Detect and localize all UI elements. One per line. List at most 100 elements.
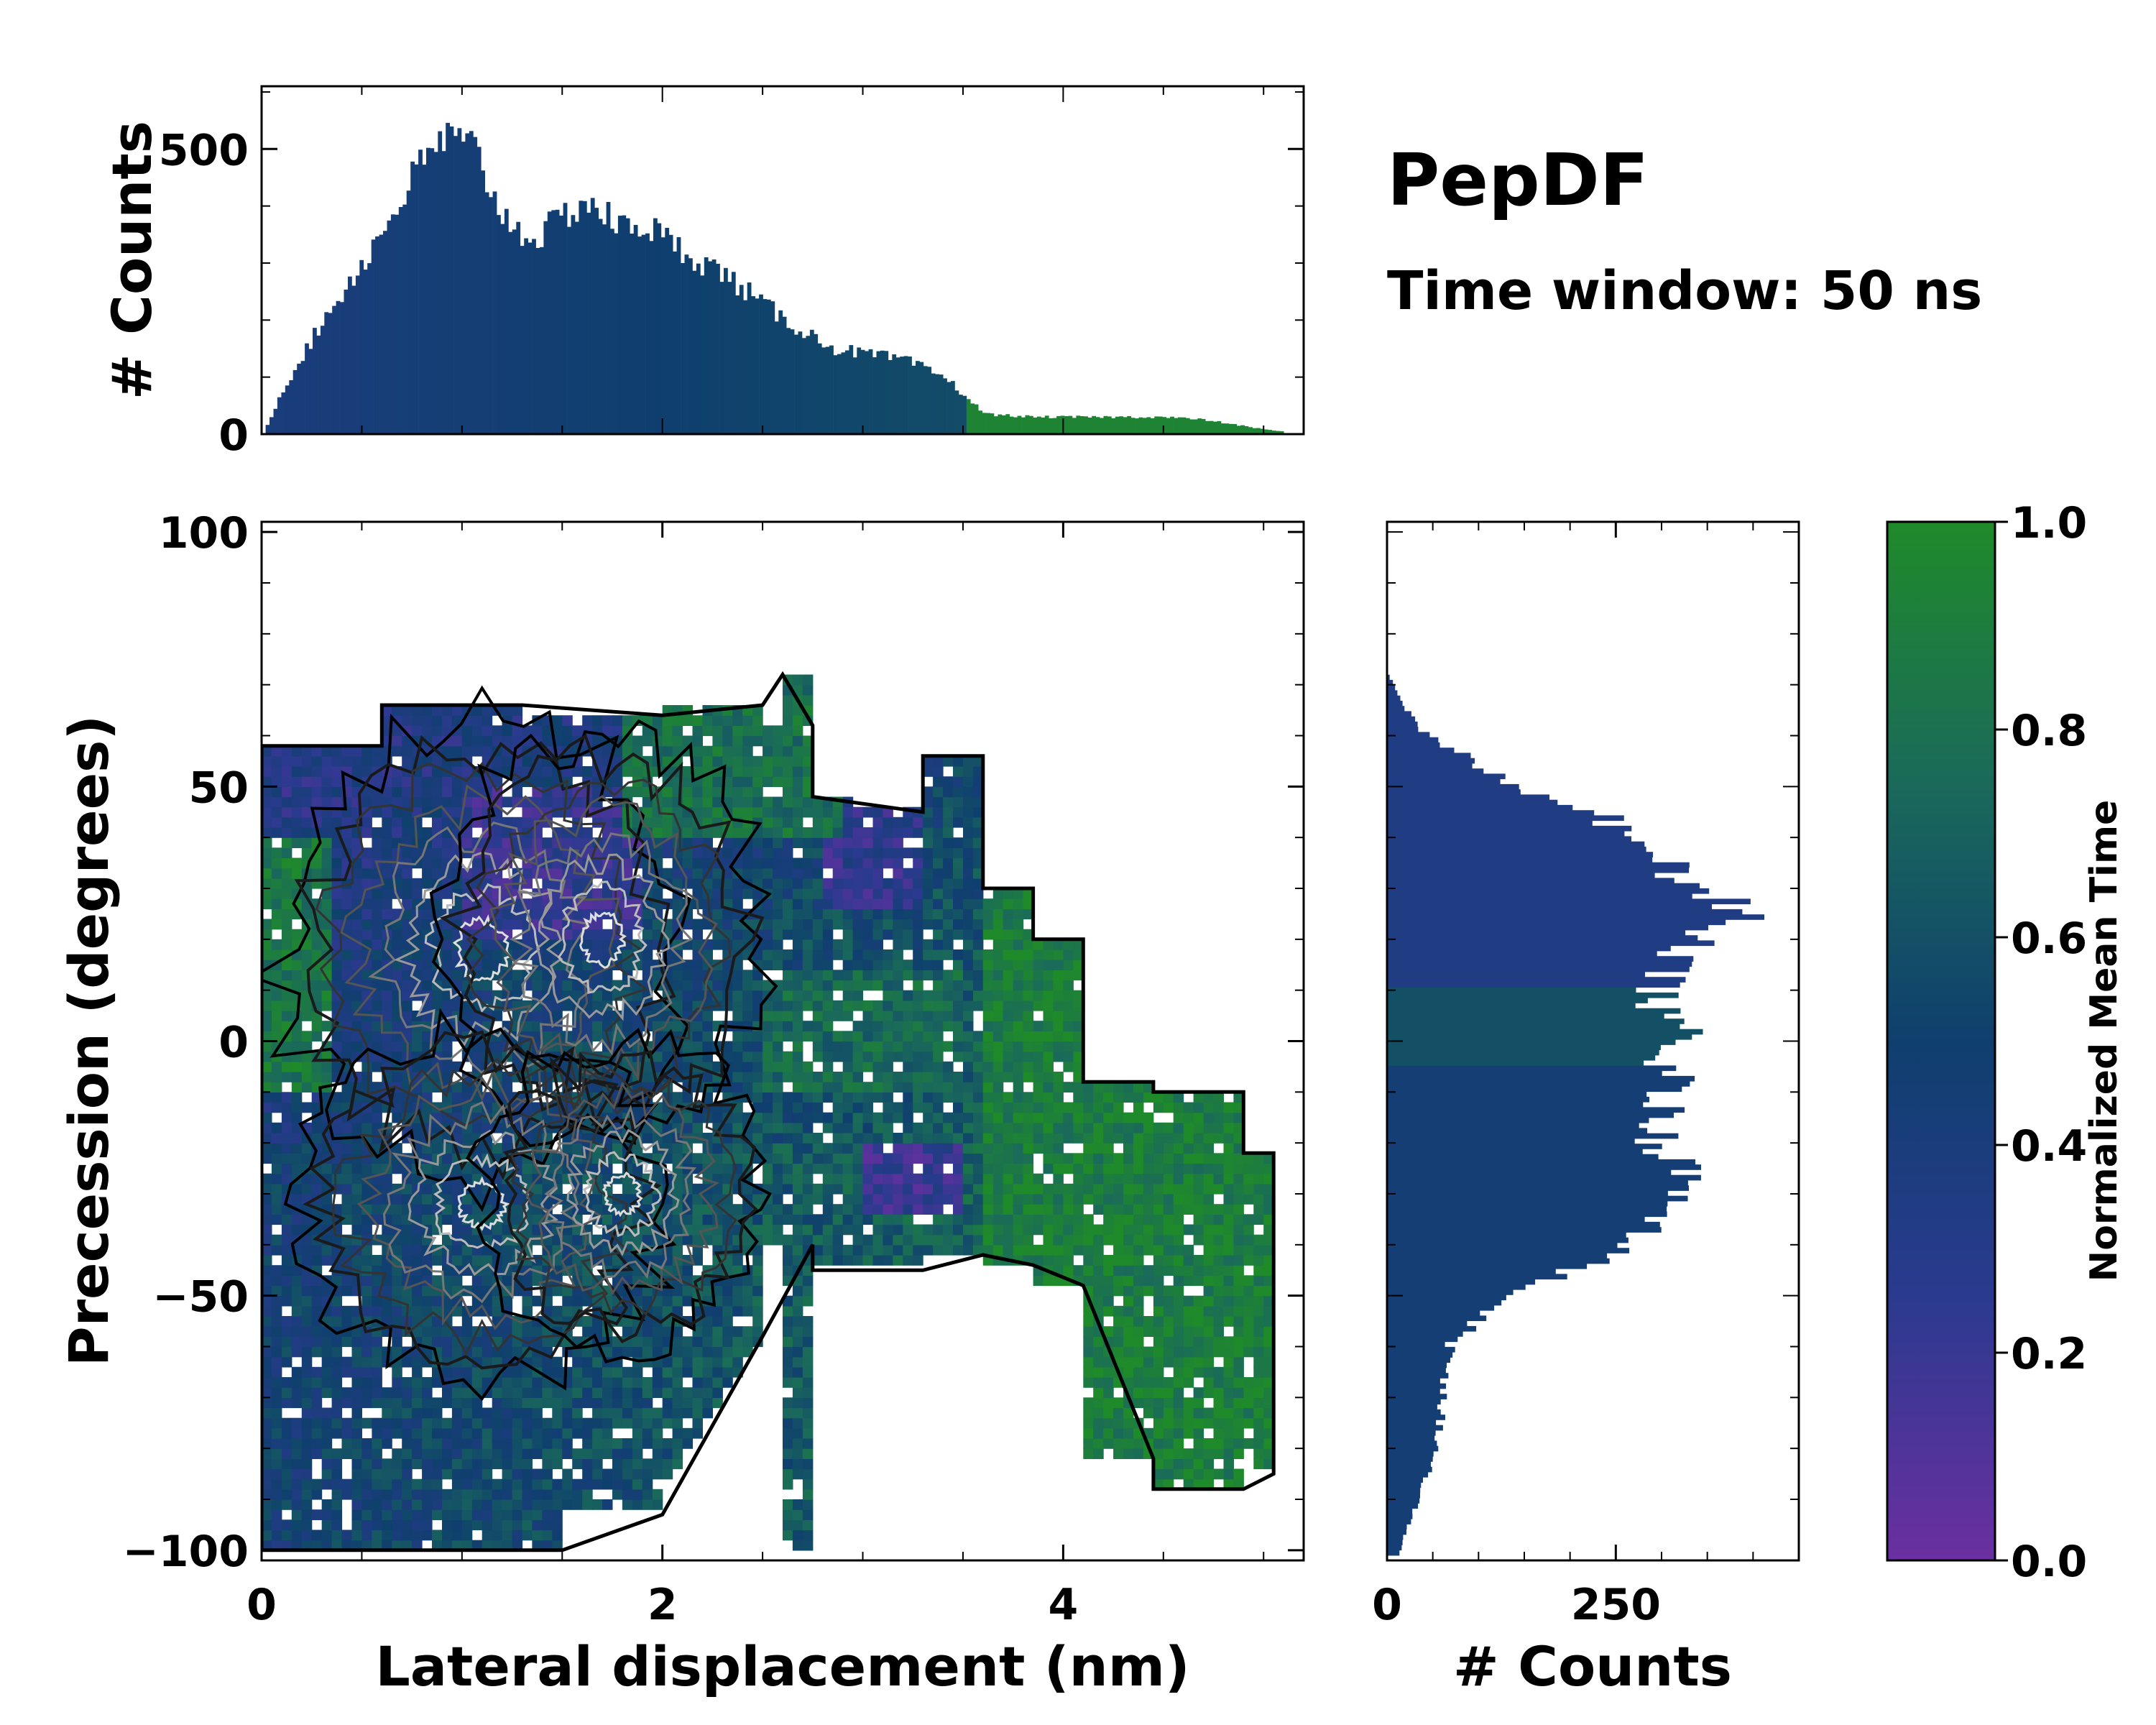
heatmap-cell — [862, 970, 873, 981]
heatmap-cell — [382, 1438, 392, 1449]
heatmap-cell — [742, 1031, 753, 1042]
heatmap-cell — [451, 1468, 463, 1480]
heatmap-cell — [392, 837, 402, 848]
heatmap-cell — [301, 1366, 313, 1378]
heatmap-cell — [422, 1377, 433, 1388]
heatmap-cell — [612, 1366, 623, 1378]
heatmap-cell — [442, 1346, 453, 1358]
heatmap-cell — [732, 827, 743, 838]
heatmap-cell — [532, 1377, 543, 1388]
heatmap-cell — [662, 816, 673, 828]
heatmap-cell — [502, 1397, 513, 1409]
heatmap-cell — [402, 725, 413, 737]
heatmap-cell — [542, 1031, 553, 1042]
heatmap-cell — [351, 1519, 362, 1531]
heatmap-cell — [361, 868, 372, 879]
heatmap-cell — [331, 888, 343, 899]
heatmap-cell — [512, 1417, 523, 1429]
heatmap-cell — [471, 878, 483, 889]
heatmap-cell — [933, 1204, 944, 1215]
heatmap-cell — [281, 1519, 292, 1531]
heatmap-cell — [903, 1122, 913, 1133]
heatmap-cell — [402, 1468, 413, 1480]
heatmap-cell — [461, 1540, 473, 1551]
top-histogram-bar — [414, 164, 419, 435]
heatmap-cell — [552, 1265, 563, 1276]
heatmap-cell — [471, 796, 483, 808]
heatmap-cell — [331, 1509, 343, 1520]
heatmap-cell — [792, 980, 803, 991]
heatmap-cell — [923, 1173, 934, 1184]
heatmap-cell — [492, 1427, 503, 1439]
heatmap-cell — [271, 847, 282, 859]
heatmap-cell — [832, 1072, 844, 1082]
heatmap-cell — [291, 1275, 303, 1287]
heatmap-cell — [262, 806, 272, 818]
heatmap-cell — [783, 949, 793, 960]
heatmap-cell — [842, 1011, 854, 1021]
heatmap-cell — [331, 816, 343, 828]
heatmap-cell — [291, 1489, 303, 1500]
heatmap-cell — [872, 837, 883, 848]
heatmap-cell — [862, 1255, 873, 1266]
heatmap-cell — [802, 1427, 814, 1439]
heatmap-cell — [372, 1499, 382, 1510]
heatmap-cell — [532, 1356, 543, 1368]
heatmap-cell — [291, 1397, 303, 1409]
heatmap-cell — [331, 1061, 343, 1072]
heatmap-cell — [872, 868, 883, 879]
heatmap-cell — [492, 1540, 503, 1551]
heatmap-cell — [461, 847, 473, 859]
heatmap-cell — [752, 1224, 763, 1236]
heatmap-cell — [832, 1051, 844, 1062]
heatmap-cell — [291, 1448, 303, 1459]
heatmap-cell — [301, 806, 313, 818]
heatmap-cell — [832, 1183, 844, 1195]
heatmap-cell — [442, 1458, 453, 1470]
heatmap-cell — [792, 1397, 803, 1409]
heatmap-cell — [692, 1417, 703, 1429]
heatmap-cell — [692, 1356, 703, 1368]
heatmap-cell — [933, 1244, 944, 1256]
heatmap-cell — [552, 898, 563, 909]
heatmap-cell — [572, 1143, 583, 1154]
heatmap-cell — [682, 837, 694, 848]
heatmap-cell — [512, 1204, 523, 1215]
heatmap-cell — [522, 1417, 533, 1429]
heatmap-cell — [361, 1366, 372, 1378]
heatmap-cell — [492, 949, 503, 960]
heatmap-cell — [291, 1102, 303, 1113]
heatmap-cell — [402, 847, 413, 859]
heatmap-cell — [262, 745, 272, 757]
heatmap-cell — [842, 919, 854, 930]
heatmap-cell — [852, 908, 864, 920]
heatmap-cell — [542, 1387, 553, 1398]
heatmap-cell — [331, 1530, 343, 1541]
heatmap-cell — [382, 715, 392, 726]
heatmap-cell — [792, 1285, 803, 1297]
heatmap-cell — [572, 725, 583, 737]
heatmap-cell — [872, 1122, 883, 1133]
heatmap-cell — [321, 1438, 333, 1449]
heatmap-cell — [883, 1133, 893, 1144]
heatmap-cell — [311, 868, 323, 879]
heatmap-cell — [662, 1143, 673, 1154]
heatmap-cell — [692, 857, 703, 869]
top-histogram-bar — [610, 229, 614, 434]
heatmap-cell — [692, 1336, 703, 1348]
heatmap-cell — [552, 715, 563, 726]
heatmap-cell — [532, 725, 543, 737]
top-histogram-bar — [265, 425, 270, 434]
heatmap-cell — [291, 776, 303, 787]
heatmap-cell — [512, 725, 523, 737]
top-histogram-bar — [774, 321, 779, 434]
heatmap-cell — [632, 1458, 643, 1470]
heatmap-cell — [532, 837, 543, 848]
heatmap-cell — [842, 1194, 854, 1205]
heatmap-cell — [331, 1448, 343, 1459]
heatmap-cell — [903, 1051, 913, 1062]
heatmap-cell — [301, 1478, 313, 1490]
heatmap-cell — [422, 715, 433, 726]
heatmap-cell — [622, 1438, 633, 1449]
heatmap-cell — [311, 1295, 323, 1307]
